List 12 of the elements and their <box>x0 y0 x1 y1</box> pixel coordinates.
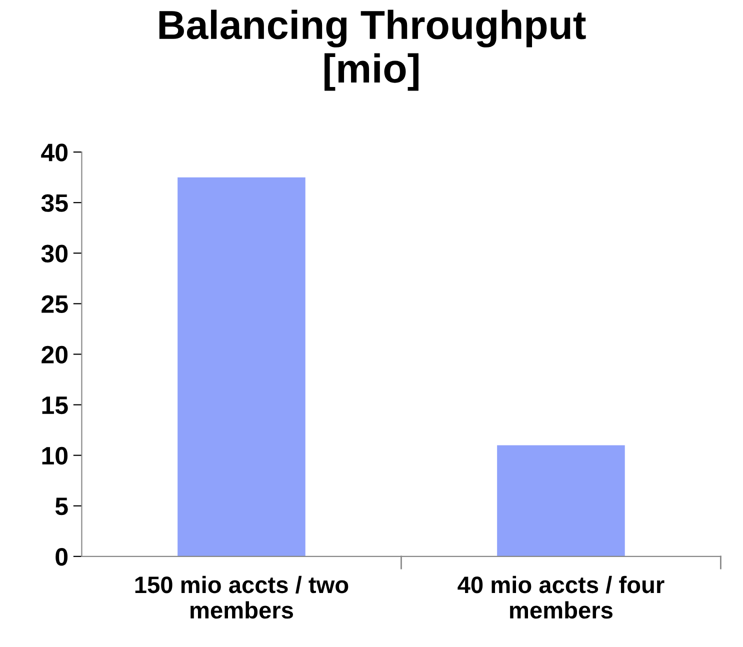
y-tick-label: 40 <box>41 144 68 162</box>
y-tick-label: 25 <box>42 295 68 313</box>
chart-title: Balancing Throughput [mio] <box>159 10 586 91</box>
y-tick-label: 30 <box>41 244 68 262</box>
y-tick-label: 10 <box>42 446 68 465</box>
y-tick-label: 35 <box>41 194 68 212</box>
y-tick-label: 5 <box>55 498 68 516</box>
y-tick-label: 20 <box>42 346 68 364</box>
y-tick-label: 0 <box>56 548 68 566</box>
x-tick-label: 150 mio accts / two members <box>135 576 348 619</box>
x-tick-label: 40 mio accts / four members <box>458 576 664 619</box>
y-tick-label: 15 <box>42 396 68 414</box>
